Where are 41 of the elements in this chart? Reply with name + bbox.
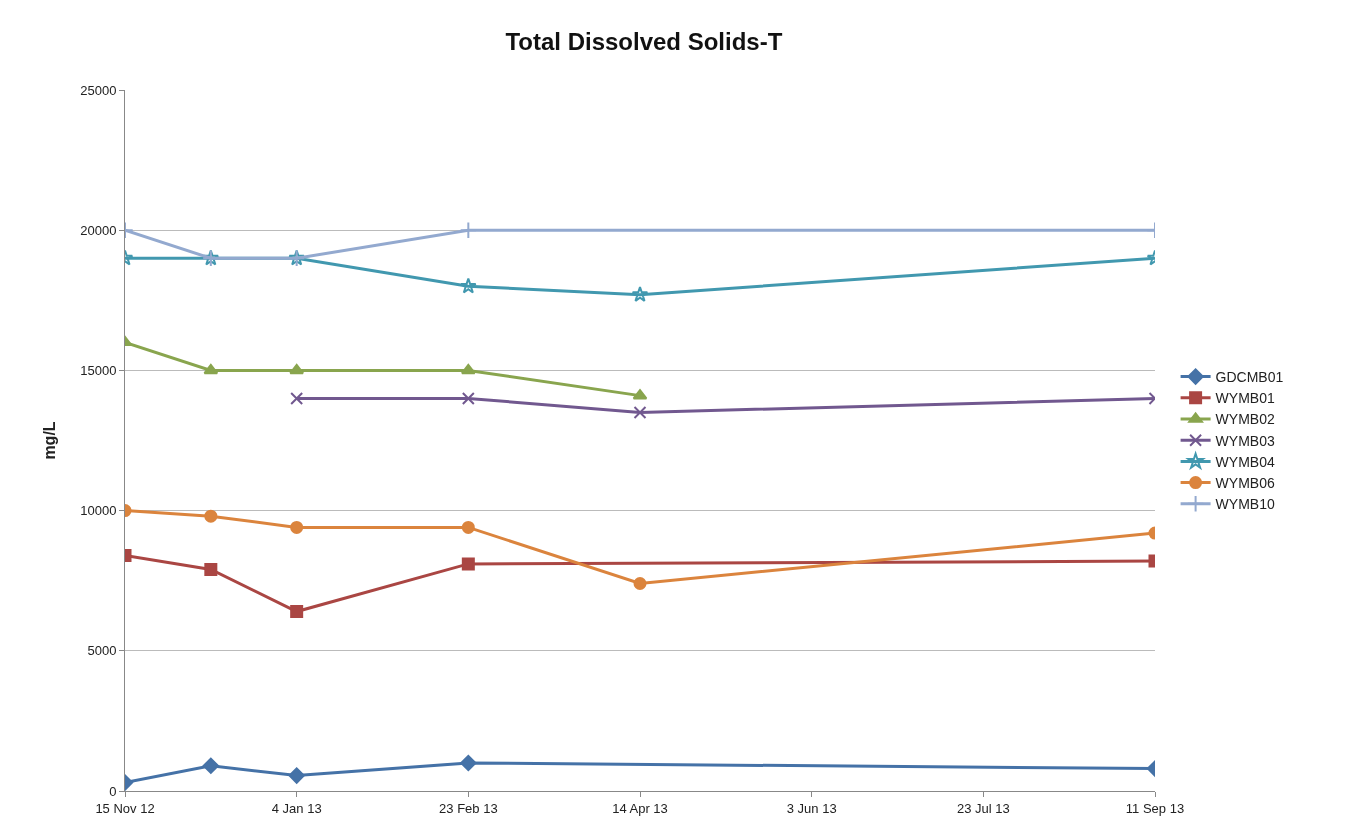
point [290, 605, 304, 619]
point [633, 405, 647, 419]
legend-label: WYMB10 [1215, 496, 1275, 513]
chart-title: Total Dissolved Solids-T [505, 28, 783, 56]
y-tick-label: 5000 [87, 643, 117, 659]
point [289, 363, 305, 375]
point [633, 577, 647, 590]
point [459, 221, 478, 239]
x-tick-label: 11 Sep 13 [1125, 800, 1185, 816]
legend-label: GDCMB01 [1215, 369, 1284, 386]
y-axis-title: mg/L [41, 421, 59, 460]
x-tick-label: 3 Jun 13 [786, 800, 837, 816]
legend-label: WYMB03 [1215, 432, 1275, 449]
x-tick-label: 23 Jul 13 [956, 800, 1010, 816]
x-tick-label: 23 Feb 13 [439, 800, 498, 816]
point [631, 285, 649, 302]
y-tick-label: 0 [109, 783, 117, 799]
y-tick-label: 10000 [80, 503, 117, 519]
point [204, 562, 218, 576]
point [460, 277, 477, 294]
point [461, 557, 475, 571]
legend-label: WYMB01 [1215, 390, 1275, 407]
point [204, 509, 218, 523]
point [288, 767, 305, 784]
point [290, 520, 304, 534]
x-tick-label: 4 Jan 13 [271, 800, 322, 816]
point [461, 520, 475, 534]
x-tick-label: 14 Apr 13 [612, 800, 668, 816]
point [203, 363, 219, 375]
legend-label: WYMB04 [1215, 453, 1275, 470]
point [461, 391, 475, 405]
point [460, 363, 476, 375]
x-tick-label: 15 Nov 12 [95, 800, 155, 816]
y-tick-label: 20000 [80, 222, 117, 238]
point [202, 757, 219, 774]
legend-label: WYMB06 [1215, 475, 1275, 492]
point [290, 391, 304, 405]
y-tick-label: 15000 [80, 362, 117, 378]
y-tick-label: 25000 [80, 82, 117, 98]
point [460, 754, 477, 772]
legend-label: WYMB02 [1215, 411, 1275, 428]
